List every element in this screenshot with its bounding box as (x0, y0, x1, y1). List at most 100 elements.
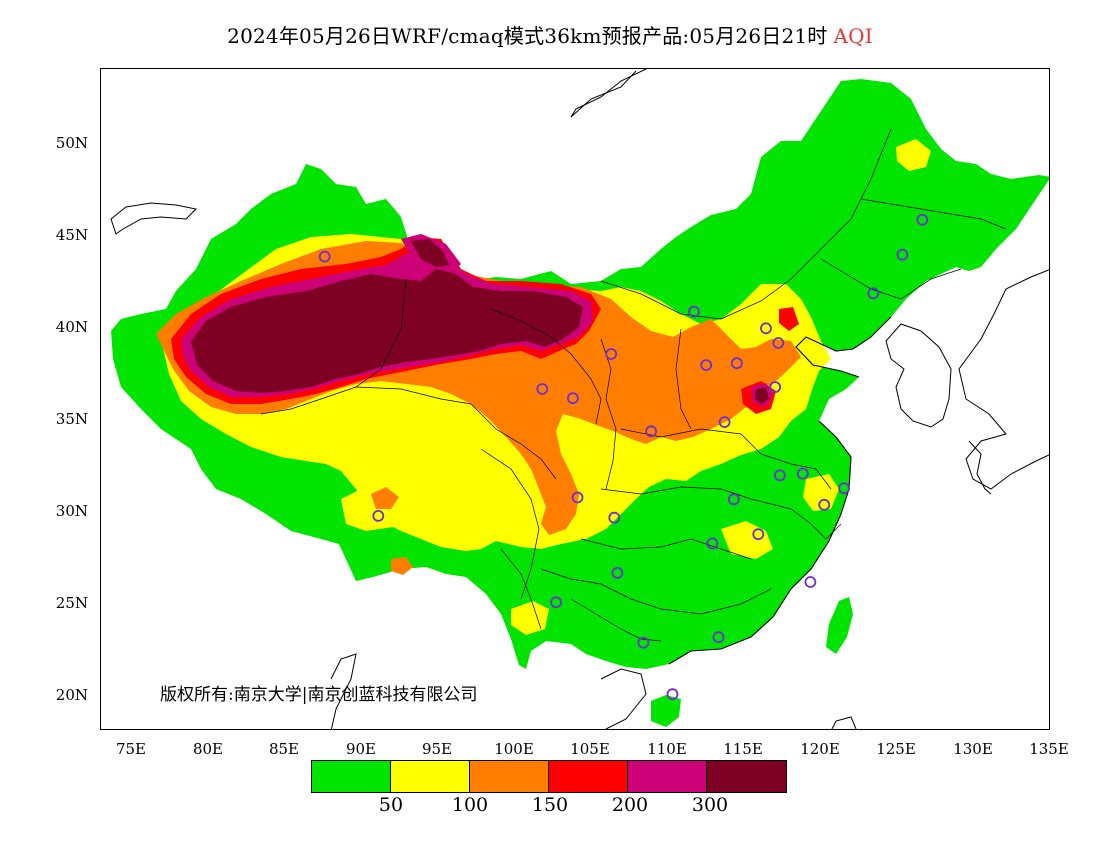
station-marker (838, 482, 850, 495)
philippine-coast (831, 716, 857, 729)
station-marker (611, 566, 624, 579)
china-coastline (668, 316, 892, 665)
legend-swatch-3 (470, 761, 549, 792)
x-tick-label: 115E (723, 740, 763, 758)
border-hunan (580, 538, 752, 560)
station-marker (752, 528, 765, 541)
station-marker (372, 509, 385, 522)
x-tick-label: 95E (421, 740, 453, 758)
sakhalin-coast (570, 70, 637, 118)
border-shaanxi (600, 338, 617, 490)
station-marker (896, 248, 909, 261)
x-tick-label: 75E (115, 740, 147, 758)
legend-label: 50 (378, 794, 404, 816)
border-jiangsu (760, 453, 832, 490)
border-gansu (490, 308, 602, 425)
station-marker (700, 359, 713, 372)
copyright-text: 版权所有:南京大学|南京创蓝科技有限公司 (160, 685, 478, 705)
x-tick-label: 80E (192, 740, 224, 758)
station-marker (318, 250, 331, 263)
legend-swatch-1 (312, 761, 391, 792)
border-heilongjiang (860, 198, 1007, 230)
aqi-region-moderate-coast (803, 474, 839, 511)
station-marker (688, 305, 700, 318)
aqi-region-usg-south (391, 557, 413, 575)
indochina-coast (600, 668, 647, 729)
station-marker (772, 337, 785, 349)
kazakh-lake (110, 202, 198, 235)
station-marker (818, 498, 831, 511)
variable-label: AQI (833, 24, 873, 48)
x-tick-label: 130E (953, 740, 993, 758)
japan-coast (958, 269, 1049, 490)
legend-label: 200 (611, 794, 649, 816)
y-tick-label: 40N (55, 318, 88, 336)
legend-swatch-4 (549, 761, 628, 792)
x-tick-label: 105E (570, 740, 610, 758)
aqi-map (110, 69, 1049, 729)
legend-label: 300 (691, 794, 729, 816)
station-marker (773, 469, 786, 482)
aqi-region-hazardous (191, 269, 583, 393)
station-marker (727, 493, 740, 506)
border-south (540, 568, 772, 615)
map-title: 2024年05月26日WRF/cmaq模式36km预报产品:05月26日21时 A… (0, 20, 1100, 49)
border-shanxi (675, 328, 692, 430)
y-tick-label: 30N (55, 502, 88, 520)
lake-baikal (570, 69, 647, 118)
station-marker (916, 213, 929, 226)
aqi-region-hazardous-ne (411, 239, 449, 267)
hainan-island (651, 695, 681, 727)
legend-swatch-2 (391, 761, 470, 792)
title-text: 2024年05月26日WRF/cmaq模式36km预报产品:05月26日21时 (227, 24, 828, 48)
border-yunnan (500, 548, 542, 630)
x-tick-label: 110E (647, 740, 687, 758)
border-hubei (600, 486, 792, 510)
x-tick-label: 100E (494, 740, 534, 758)
x-tick-label: 90E (345, 740, 377, 758)
x-tick-label: 135E (1029, 740, 1069, 758)
bay-coast (330, 653, 357, 729)
color-legend (311, 760, 787, 793)
y-tick-label: 50N (55, 134, 88, 152)
station-marker (760, 322, 772, 335)
x-tick-label: 125E (876, 740, 916, 758)
border-sichuan (480, 448, 540, 600)
y-tick-label: 45N (55, 226, 88, 244)
station-marker (804, 576, 817, 588)
korea-coast (885, 323, 952, 428)
station-marker (571, 491, 584, 504)
aqi-region-moderate-northeast (896, 139, 931, 171)
border-northeast (820, 258, 962, 300)
x-tick-label: 120E (800, 740, 840, 758)
legend-swatch-6 (707, 761, 786, 792)
station-marker (536, 383, 549, 395)
station-marker (550, 596, 563, 609)
aqi-fields (111, 79, 1049, 727)
aqi-region-moderate-east (721, 521, 773, 559)
station-marker (566, 392, 579, 405)
legend-label: 100 (451, 794, 489, 816)
aqi-region-usg-tibet (371, 487, 399, 509)
station-marker (706, 537, 719, 550)
station-marker (608, 511, 621, 524)
station-marker (769, 381, 782, 394)
station-marker (637, 636, 650, 649)
x-tick-label: 85E (268, 740, 300, 758)
y-tick-label: 25N (55, 594, 88, 612)
legend-swatch-5 (628, 761, 707, 792)
station-marker (645, 425, 657, 438)
y-tick-label: 35N (55, 410, 88, 428)
station-marker (718, 416, 731, 429)
station-marker (796, 467, 809, 480)
map-panel (100, 68, 1050, 730)
province-borders (260, 128, 1007, 642)
kyushu-coast (968, 440, 992, 495)
station-marker (605, 348, 618, 360)
station-marker (867, 287, 880, 300)
aqi-region-moderate-south (511, 601, 549, 635)
border-tibet-qinghai (355, 386, 557, 480)
station-markers (318, 213, 929, 701)
station-marker (666, 688, 679, 701)
coastlines (110, 69, 1049, 729)
